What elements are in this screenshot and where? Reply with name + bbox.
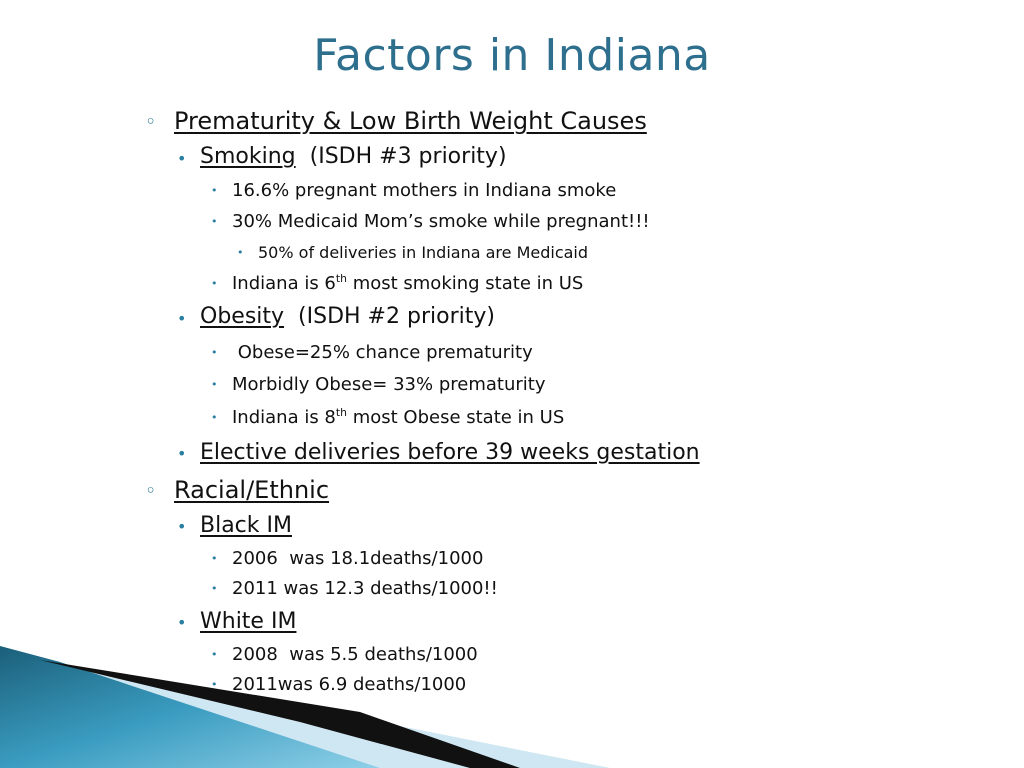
bullet-level1: ◦: [145, 480, 157, 502]
white-im-label: White IM: [200, 609, 297, 634]
bullet-level3: •: [211, 582, 218, 595]
white-im-item-2: 2011was 6.9 deaths/1000: [232, 674, 467, 695]
smoking-item-3: Indiana is 6th most smoking state in US: [232, 273, 583, 294]
obesity-item-1: Obese=25% chance prematurity: [232, 342, 533, 363]
prematurity-heading: Prematurity & Low Birth Weight Causes: [174, 107, 647, 135]
smoking-item-3-text: Indiana is 6: [232, 273, 336, 294]
obesity-item-3: Indiana is 8th most Obese state in US: [232, 407, 564, 428]
bullet-level3: •: [211, 678, 218, 691]
obesity-line: Obesity (ISDH #2 priority): [200, 304, 495, 329]
light-blue-swoosh: [0, 656, 610, 768]
bullet-level3: •: [211, 184, 218, 197]
black-im-item-1: 2006 was 18.1deaths/1000: [232, 548, 484, 569]
bullet-level2: •: [177, 149, 187, 168]
black-im-label: Black IM: [200, 513, 292, 538]
bullet-level3: •: [211, 648, 218, 661]
obesity-item-2: Morbidly Obese= 33% prematurity: [232, 374, 546, 395]
obesity-item-3-text: Indiana is 8: [232, 407, 336, 428]
smoking-item-3-rest: most smoking state in US: [346, 273, 584, 294]
white-im-item-1: 2008 was 5.5 deaths/1000: [232, 644, 478, 665]
bullet-level3: •: [211, 346, 218, 359]
bullet-level2: •: [177, 613, 187, 632]
elective-deliveries: Elective deliveries before 39 weeks gest…: [200, 440, 700, 465]
bullet-level3: •: [211, 411, 218, 424]
bullet-level2: •: [177, 517, 187, 536]
bullet-level1: ◦: [145, 111, 157, 133]
bullet-level2: •: [177, 309, 187, 328]
obesity-label: Obesity: [200, 304, 285, 329]
smoking-note: (ISDH #3 priority): [309, 144, 507, 169]
smoking-line: Smoking (ISDH #3 priority): [200, 144, 507, 169]
bullet-level2: •: [177, 444, 187, 463]
bullet-level3: •: [211, 552, 218, 565]
black-im-item-2: 2011 was 12.3 deaths/1000!!: [232, 578, 498, 599]
obesity-note: (ISDH #2 priority): [298, 304, 495, 329]
smoking-item-2-sub: 50% of deliveries in Indiana are Medicai…: [258, 243, 589, 262]
racial-heading: Racial/Ethnic: [174, 476, 330, 504]
bullet-level3: •: [211, 277, 218, 290]
obesity-item-3-sup: th: [335, 406, 347, 419]
smoking-item-3-sup: th: [335, 272, 347, 285]
smoking-item-1: 16.6% pregnant mothers in Indiana smoke: [232, 180, 617, 201]
smoking-item-2: 30% Medicaid Mom’s smoke while pregnant!…: [232, 211, 650, 232]
bullet-level3: •: [211, 215, 218, 228]
slide-title: Factors in Indiana: [313, 30, 711, 81]
obesity-item-3-rest: most Obese state in US: [346, 407, 565, 428]
bullet-level3: •: [211, 378, 218, 391]
bullet-level4: •: [237, 246, 244, 259]
smoking-label: Smoking: [200, 144, 296, 169]
